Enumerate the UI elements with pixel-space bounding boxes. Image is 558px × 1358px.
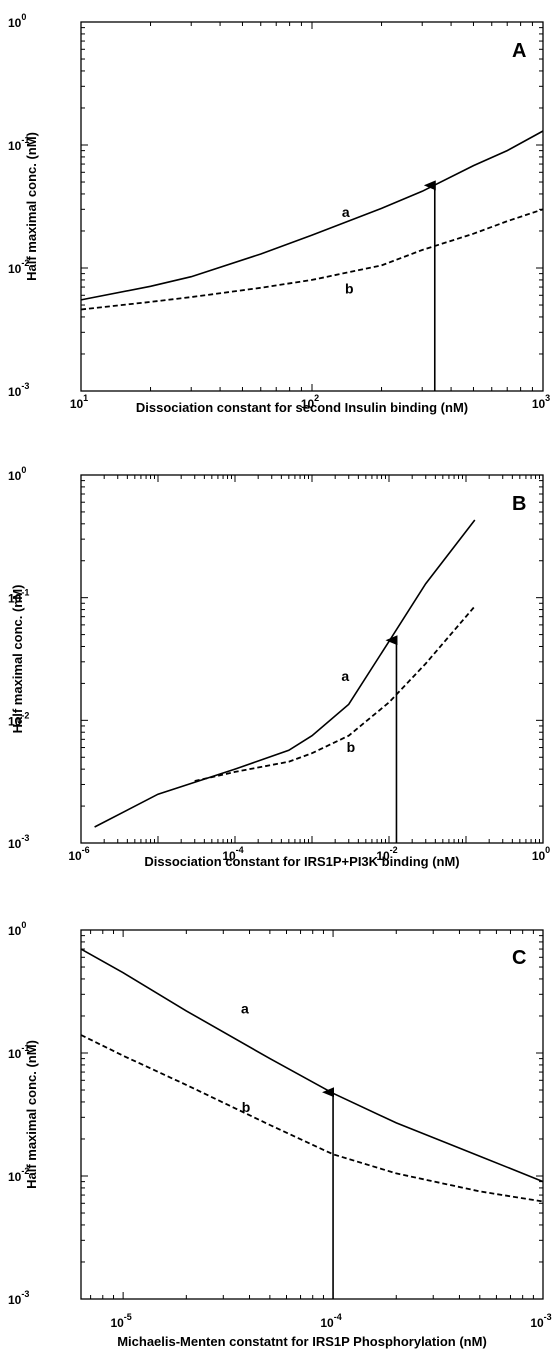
panel-a-y-axis-label: Half maximal conc. (nM) bbox=[24, 132, 39, 281]
panel-c-ytick-label: 10-1 bbox=[8, 1043, 29, 1061]
panel-c-series-a-line bbox=[80, 948, 544, 1183]
panel-a-xtick-label: 102 bbox=[301, 393, 319, 411]
panel-b-xtick-label: 10-4 bbox=[222, 845, 243, 863]
panel-c-ytick-label: 10-2 bbox=[8, 1166, 29, 1184]
panel-c-curve-label-b: b bbox=[242, 1099, 251, 1115]
panel-a-ytick-label: 10-2 bbox=[8, 258, 29, 276]
panel-a-ytick-label: 10-1 bbox=[8, 135, 29, 153]
panel-b: 10-3 10-2 10-1 100 10-6 10-4 10-2 100 Dissociati… bbox=[8, 465, 550, 869]
panel-b-plot-frame bbox=[80, 474, 544, 844]
panel-c-plot-frame bbox=[80, 929, 544, 1300]
panel-c-curve-label-a: a bbox=[241, 1000, 249, 1016]
panel-c: 10-3 10-2 10-1 100 10-5 10-4 10-3 Michaelis-Men… bbox=[8, 920, 552, 1349]
panel-b-letter: B bbox=[512, 493, 526, 515]
panel-b-series-b-line bbox=[194, 605, 476, 782]
panel-b-ytick-label: 100 bbox=[8, 465, 26, 483]
panel-b-tick-marks bbox=[80, 475, 543, 844]
panel-b-xtick-label: 100 bbox=[532, 845, 550, 863]
panel-c-xtick-label: 10-5 bbox=[110, 1312, 131, 1330]
panel-c-ytick-label: 100 bbox=[8, 920, 26, 938]
panel-c-x-axis-label: Michaelis-Menten constatnt for IRS1P Pho… bbox=[117, 1334, 487, 1349]
panel-c-letter: C bbox=[512, 947, 526, 969]
panel-a-series-b-line bbox=[80, 208, 544, 311]
panel-b-xtick-label: 10-6 bbox=[68, 845, 89, 863]
panel-a-curve-label-b: b bbox=[345, 281, 354, 297]
panel-c-xtick-label: 10-3 bbox=[530, 1312, 551, 1330]
panel-b-ytick-label: 10-3 bbox=[8, 833, 29, 851]
panel-a-xtick-label: 101 bbox=[70, 393, 88, 411]
panel-a-ytick-label: 10-3 bbox=[8, 381, 29, 399]
panel-a-x-axis-label: Dissociation constant for second Insulin… bbox=[136, 400, 468, 415]
panel-a-xtick-label: 103 bbox=[532, 393, 550, 411]
panel-b-ytick-label: 10-2 bbox=[8, 710, 29, 728]
panel-b-ytick-label: 10-1 bbox=[8, 588, 29, 606]
panel-a-plot-frame bbox=[80, 21, 544, 392]
panel-a-letter: A bbox=[512, 40, 526, 62]
panel-a-series-a-line bbox=[80, 130, 544, 301]
panel-b-x-axis-label: Dissociation constant for IRS1P+PI3K bin… bbox=[144, 854, 459, 869]
panel-c-series-b-line bbox=[80, 1034, 544, 1203]
panel-b-y-axis-label: Half maximal conc. (nM) bbox=[10, 585, 25, 734]
panel-a: 10-3 10-2 10-1 100 101 102 103 Dissociation con… bbox=[8, 12, 550, 415]
panel-a-ytick-label: 100 bbox=[8, 12, 26, 30]
panel-c-xtick-label: 10-4 bbox=[320, 1312, 341, 1330]
panel-a-curve-label-a: a bbox=[342, 204, 350, 220]
panel-c-y-axis-label: Half maximal conc. (nM) bbox=[24, 1040, 39, 1189]
panel-c-ytick-label: 10-3 bbox=[8, 1289, 29, 1307]
panel-b-xtick-label: 10-2 bbox=[376, 845, 397, 863]
panel-c-tick-marks bbox=[81, 930, 544, 1300]
panel-b-series-a-line bbox=[94, 519, 476, 828]
panel-b-curve-label-a: a bbox=[341, 668, 349, 684]
panel-b-curve-label-b: b bbox=[347, 739, 356, 755]
panel-a-tick-marks bbox=[80, 22, 543, 392]
